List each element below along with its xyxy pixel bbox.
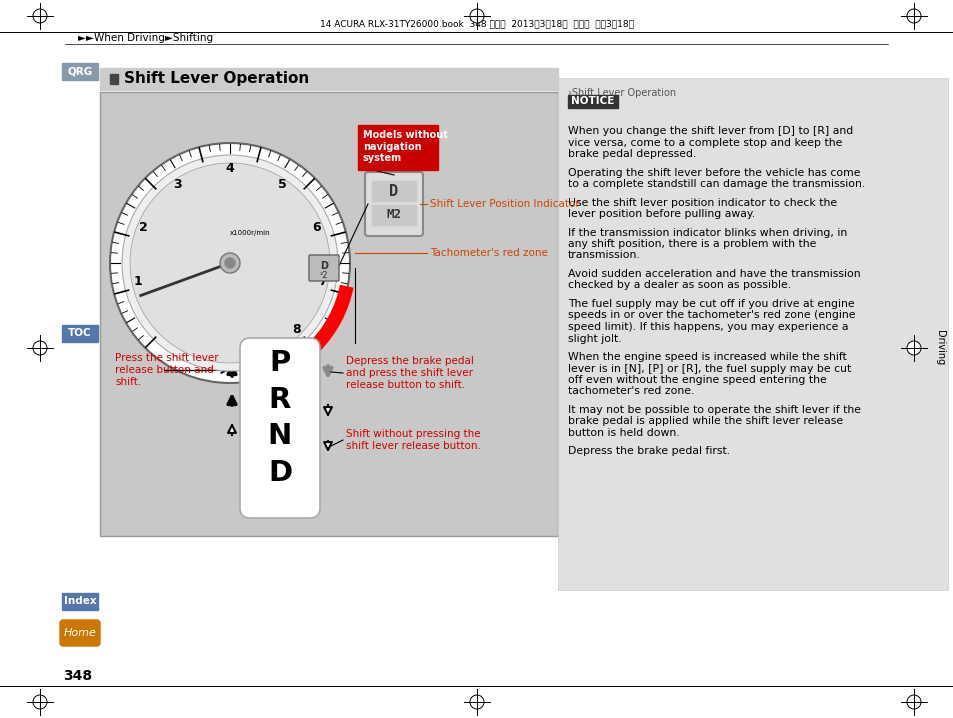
Text: speeds in or over the tachometer's red zone (engine: speeds in or over the tachometer's red z… [567,310,855,320]
Text: TOC: TOC [68,329,91,338]
Circle shape [130,163,330,363]
Circle shape [225,258,234,268]
Text: R: R [269,386,291,414]
Text: Driving: Driving [934,330,944,365]
Circle shape [110,143,350,383]
Text: N: N [268,422,292,450]
Text: lever position before pulling away.: lever position before pulling away. [567,209,755,219]
Circle shape [33,9,47,23]
Bar [62,593,98,610]
Text: Avoid sudden acceleration and have the transmission: Avoid sudden acceleration and have the t… [567,269,860,279]
Circle shape [470,9,483,23]
Text: 1: 1 [133,275,142,288]
Text: D: D [319,261,328,271]
Circle shape [470,695,483,709]
Text: any shift position, there is a problem with the: any shift position, there is a problem w… [567,239,816,249]
Text: ›Shift Lever Operation: ›Shift Lever Operation [567,88,676,98]
Text: button is held down.: button is held down. [567,428,679,438]
FancyBboxPatch shape [60,620,100,646]
Text: Home: Home [64,628,96,638]
Text: The fuel supply may be cut off if you drive at engine: The fuel supply may be cut off if you dr… [567,299,854,309]
Text: tachometer's red zone.: tachometer's red zone. [567,386,694,396]
Bar [372,205,416,225]
Text: Use the shift lever position indicator to check the: Use the shift lever position indicator t… [567,197,836,208]
Text: Depress the brake pedal
and press the shift lever
release button to shift.: Depress the brake pedal and press the sh… [346,356,474,390]
Text: 4: 4 [226,162,234,175]
Text: Operating the shift lever before the vehicle has come: Operating the shift lever before the veh… [567,167,860,177]
Text: 14 ACURA RLX-31TY26000.book  348 ページ  2013年3月18日  月曜日  午後3時18分: 14 ACURA RLX-31TY26000.book 348 ページ 2013… [319,19,634,29]
Text: to a complete standstill can damage the transmission.: to a complete standstill can damage the … [567,179,864,189]
Text: brake pedal depressed.: brake pedal depressed. [567,149,696,159]
Bar [110,74,118,84]
Text: Depress the brake pedal first.: Depress the brake pedal first. [567,447,729,457]
Bar [62,63,98,80]
Text: D: D [389,184,398,198]
Circle shape [906,9,920,23]
Text: slight jolt.: slight jolt. [567,333,621,343]
Circle shape [906,341,920,355]
Text: 5: 5 [277,178,286,191]
Text: x1000r/min: x1000r/min [230,230,270,236]
Text: Press the shift lever
release button and
shift.: Press the shift lever release button and… [115,353,218,386]
Text: Models without
navigation
system: Models without navigation system [363,130,447,163]
Bar [357,125,437,170]
Text: Shift Lever Position Indicator: Shift Lever Position Indicator [430,199,579,209]
Bar [558,78,947,590]
Circle shape [906,695,920,709]
Circle shape [220,253,240,273]
Text: M2: M2 [386,208,401,221]
Text: Shift without pressing the
shift lever release button.: Shift without pressing the shift lever r… [346,429,480,451]
Bar [372,181,416,201]
FancyBboxPatch shape [240,338,319,518]
Bar [100,68,558,90]
Text: Tachometer's red zone: Tachometer's red zone [430,248,547,258]
Text: checked by a dealer as soon as possible.: checked by a dealer as soon as possible. [567,281,790,291]
Text: P: P [269,349,291,377]
Circle shape [122,155,337,371]
Text: When the engine speed is increased while the shift: When the engine speed is increased while… [567,352,846,362]
Text: lever is in [N], [P] or [R], the fuel supply may be cut: lever is in [N], [P] or [R], the fuel su… [567,363,850,373]
Text: 3: 3 [173,178,182,191]
Bar [100,92,558,536]
Text: 2: 2 [138,220,148,233]
Circle shape [33,695,47,709]
Text: Index: Index [64,597,96,607]
Text: When you change the shift lever from [D] to [R] and: When you change the shift lever from [D]… [567,126,852,136]
Text: vice versa, come to a complete stop and keep the: vice versa, come to a complete stop and … [567,138,841,147]
Text: Shift Lever Operation: Shift Lever Operation [124,72,309,86]
Text: D: D [268,459,292,487]
Text: NOTICE: NOTICE [571,96,614,106]
Text: transmission.: transmission. [567,251,640,261]
Text: ►►When Driving►Shifting: ►►When Driving►Shifting [78,33,213,43]
FancyBboxPatch shape [365,172,422,236]
Text: 6: 6 [313,220,321,233]
Text: 8: 8 [292,323,300,336]
Bar [62,325,98,342]
FancyBboxPatch shape [309,255,338,281]
Text: If the transmission indicator blinks when driving, in: If the transmission indicator blinks whe… [567,228,846,238]
Circle shape [33,341,47,355]
Text: speed limit). If this happens, you may experience a: speed limit). If this happens, you may e… [567,322,847,332]
Text: ²2: ²2 [319,271,328,279]
Text: QRG: QRG [68,67,92,77]
Text: off even without the engine speed entering the: off even without the engine speed enteri… [567,375,826,385]
Text: brake pedal is applied while the shift lever release: brake pedal is applied while the shift l… [567,416,842,426]
Bar [567,95,618,108]
Text: 348: 348 [63,669,92,683]
Text: 7: 7 [317,275,326,288]
Text: It may not be possible to operate the shift lever if the: It may not be possible to operate the sh… [567,405,861,415]
